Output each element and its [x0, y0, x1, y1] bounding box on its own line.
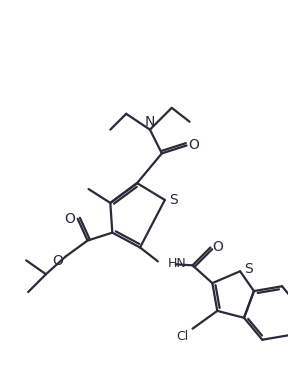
Text: O: O — [212, 241, 223, 255]
Text: Cl: Cl — [177, 330, 189, 343]
Text: S: S — [244, 262, 253, 276]
Text: S: S — [169, 193, 178, 207]
Text: O: O — [52, 254, 63, 268]
Text: HN: HN — [168, 257, 186, 270]
Text: N: N — [145, 115, 155, 129]
Text: O: O — [64, 212, 75, 226]
Text: O: O — [188, 138, 199, 152]
